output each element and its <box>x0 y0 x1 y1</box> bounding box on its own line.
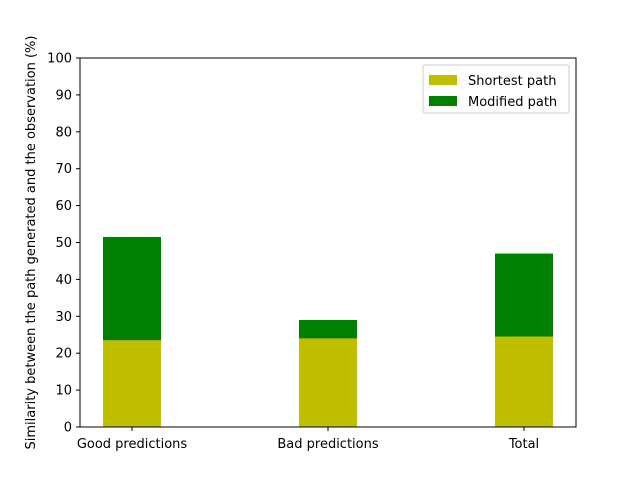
legend: Shortest path Modified path <box>422 64 570 114</box>
y-tick-label: 10 <box>55 384 72 399</box>
y-tick-label: 20 <box>55 347 72 362</box>
y-tick-label: 40 <box>55 273 72 288</box>
legend-label-shortest: Shortest path <box>468 74 556 89</box>
legend-label-modified: Modified path <box>468 95 557 110</box>
y-axis-label: Similarity between the path generated an… <box>24 36 39 450</box>
y-tick-label: 60 <box>55 199 72 214</box>
y-axis: 0 10 20 30 40 50 60 70 80 90 100 <box>47 52 80 436</box>
bar-modified-1 <box>299 319 357 339</box>
x-tick-label: Total <box>508 437 539 452</box>
bar-shortest-0 <box>103 340 161 427</box>
bar-modified-0 <box>103 236 161 341</box>
bar-modified-2 <box>495 253 553 337</box>
y-tick-label: 80 <box>55 125 72 140</box>
y-tick-label: 50 <box>55 236 72 251</box>
x-axis: Good predictions Bad predictions Total <box>77 427 539 452</box>
legend-swatch-modified <box>429 96 457 106</box>
y-tick-label: 100 <box>47 52 72 67</box>
legend-swatch-shortest <box>429 75 457 85</box>
legend-box <box>422 64 570 114</box>
y-tick-label: 30 <box>55 310 72 325</box>
y-tick-label: 0 <box>64 421 72 436</box>
bars-layer <box>103 236 553 427</box>
bar-shortest-1 <box>299 338 357 427</box>
y-tick-label: 90 <box>55 88 72 103</box>
x-tick-label: Good predictions <box>77 437 188 452</box>
x-tick-label: Bad predictions <box>277 437 378 452</box>
bar-shortest-2 <box>495 336 553 427</box>
y-tick-label: 70 <box>55 162 72 177</box>
